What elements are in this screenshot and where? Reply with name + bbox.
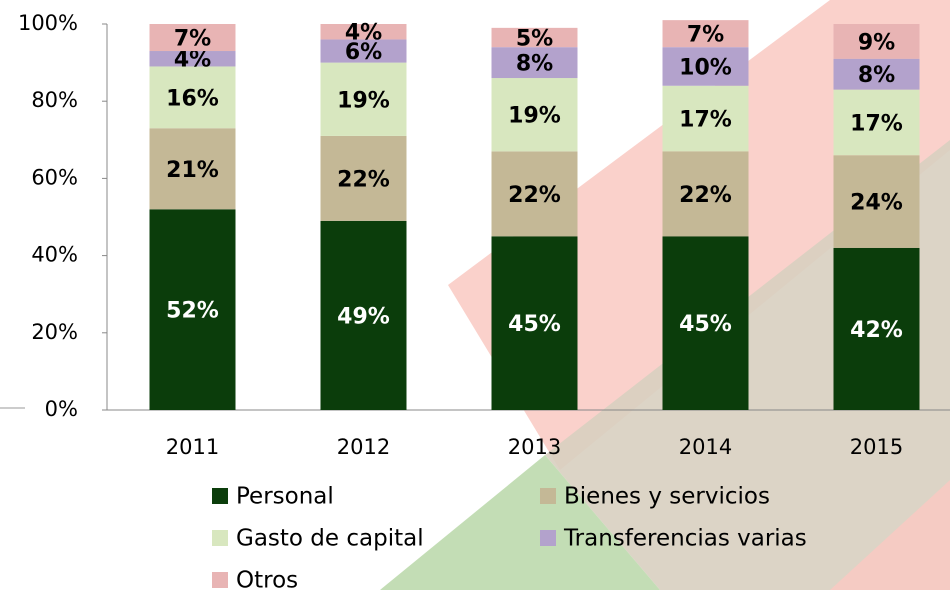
bar-segment: [491, 236, 578, 410]
bar-segment: [662, 20, 749, 48]
bar-segment: [833, 155, 920, 248]
data-label: 19%: [337, 88, 390, 113]
bar-segment: [491, 47, 578, 79]
bar-segment: [833, 58, 920, 90]
legend-swatch: [540, 488, 556, 504]
legend-label: Gasto de capital: [236, 526, 424, 552]
legend-label: Transferencias varias: [563, 526, 807, 552]
bar-segment: [662, 151, 749, 237]
legend-swatch: [212, 488, 228, 504]
y-tick-label: 80%: [31, 88, 78, 112]
data-label: 7%: [174, 27, 211, 52]
bar-segment: [833, 89, 920, 156]
bar-segment: [662, 85, 749, 152]
bar-segment: [320, 135, 407, 221]
data-label: 19%: [508, 104, 561, 129]
bar-segment: [491, 78, 578, 152]
bar-segment: [662, 47, 749, 86]
bar-segment: [491, 151, 578, 237]
data-label: 8%: [858, 63, 895, 88]
data-label: 6%: [345, 40, 382, 65]
bar-segment: [320, 62, 407, 136]
data-label: 10%: [679, 55, 732, 80]
y-tick-label: 40%: [31, 243, 78, 267]
x-tick-label: 2011: [166, 435, 219, 459]
data-label: 16%: [166, 86, 219, 111]
bar-segment: [149, 51, 236, 67]
data-label: 22%: [337, 167, 390, 192]
x-tick-label: 2012: [337, 435, 390, 459]
x-tick-label: 2015: [850, 435, 903, 459]
legend-swatch: [212, 572, 228, 588]
data-label: 22%: [679, 183, 732, 208]
bar-segment: [149, 24, 236, 52]
y-tick-label: 100%: [18, 11, 78, 35]
data-label: 45%: [679, 312, 732, 337]
data-label: 9%: [858, 30, 895, 55]
bar-segment: [662, 236, 749, 410]
data-label: 45%: [508, 312, 561, 337]
y-tick-label: 0%: [45, 397, 78, 421]
data-label: 22%: [508, 183, 561, 208]
bar-segment: [149, 209, 236, 410]
data-label: 49%: [337, 304, 390, 329]
legend-label: Otros: [236, 568, 298, 590]
data-label: 5%: [516, 27, 553, 52]
data-label: 4%: [345, 21, 382, 46]
data-label: 17%: [679, 108, 732, 133]
data-label: 52%: [166, 299, 219, 324]
x-tick-label: 2013: [508, 435, 561, 459]
data-label: 4%: [174, 48, 211, 73]
legend-swatch: [540, 530, 556, 546]
data-label: 8%: [516, 52, 553, 77]
legend-label: Personal: [236, 484, 334, 510]
bar-segment: [491, 27, 578, 48]
data-label: 7%: [687, 23, 724, 48]
legend-swatch: [212, 530, 228, 546]
bar-segment: [833, 24, 920, 59]
bar-segment: [320, 220, 407, 410]
data-label: 17%: [850, 111, 903, 136]
y-tick-label: 20%: [31, 320, 78, 344]
bar-segment: [833, 247, 920, 410]
bar-segment: [149, 66, 236, 129]
y-tick-label: 60%: [31, 165, 78, 189]
data-label: 21%: [166, 158, 219, 183]
bar-segment: [320, 24, 407, 40]
legend-label: Bienes y servicios: [564, 484, 770, 510]
x-tick-label: 2014: [679, 435, 732, 459]
data-label: 42%: [850, 318, 903, 343]
data-label: 24%: [850, 191, 903, 216]
bar-segment: [149, 128, 236, 210]
bar-segment: [320, 39, 407, 63]
